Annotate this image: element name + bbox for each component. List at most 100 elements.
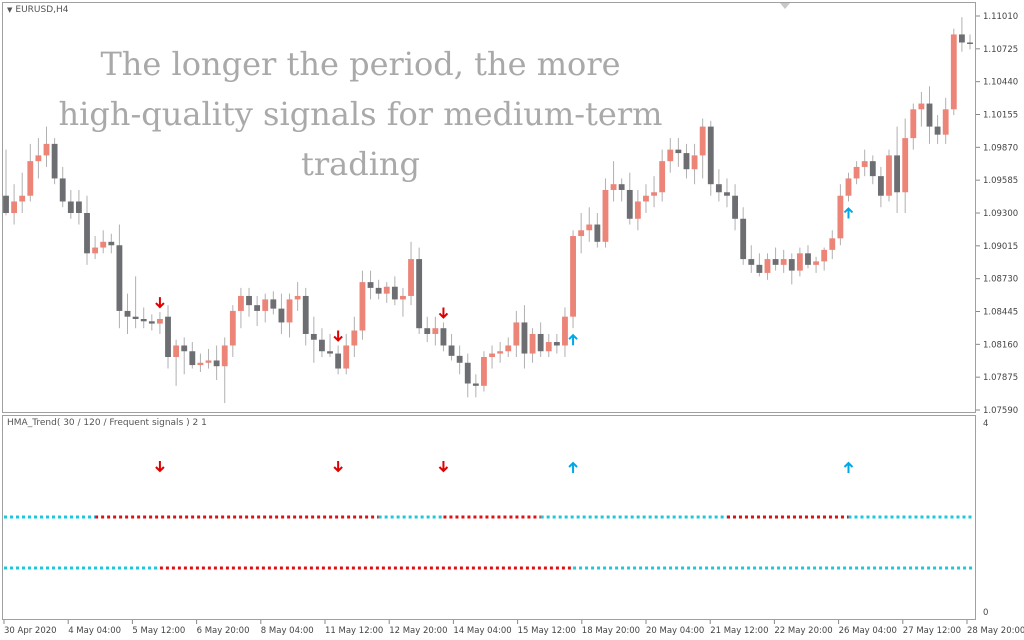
- candle-body: [197, 362, 204, 366]
- candle-body: [51, 143, 58, 179]
- candle-body: [707, 126, 714, 185]
- time-label: 4 May 04:00: [68, 626, 121, 636]
- time-label: 30 Apr 2020: [4, 626, 57, 636]
- candle-body: [643, 195, 649, 202]
- candle-body: [740, 218, 747, 260]
- candle-body: [238, 295, 244, 311]
- candle-body: [764, 259, 771, 273]
- candle-body: [562, 316, 568, 346]
- chart-shift-marker-icon[interactable]: [780, 3, 790, 9]
- candle-body: [918, 103, 925, 110]
- price-label: 1.09585: [983, 176, 1018, 186]
- candle-body: [456, 355, 463, 363]
- price-label: 1.08160: [983, 340, 1018, 350]
- candle-body: [472, 383, 479, 386]
- symbol-label: EURUSD,H4: [15, 5, 69, 15]
- candle-body: [910, 109, 917, 139]
- symbol-title[interactable]: ▼ EURUSD,H4: [7, 5, 69, 15]
- candle-body: [35, 155, 42, 162]
- buy-arrow-icon: [568, 333, 578, 346]
- time-label: 8 May 04:00: [261, 626, 314, 636]
- candle-body: [229, 310, 236, 346]
- candle-body: [772, 259, 779, 265]
- candle-body: [958, 34, 965, 43]
- candle-body: [335, 353, 342, 369]
- candle-body: [19, 195, 26, 202]
- indicator-buy-arrow-icon: [568, 461, 578, 473]
- candle-body: [788, 259, 795, 271]
- candle-body: [545, 342, 552, 352]
- price-label: 1.07590: [983, 406, 1018, 416]
- candle-body: [950, 34, 957, 110]
- candle-body: [659, 161, 666, 193]
- time-label: 6 May 20:00: [197, 626, 250, 636]
- candle-body: [553, 342, 560, 346]
- candle-body: [869, 161, 876, 177]
- candle-body: [391, 286, 398, 300]
- price-label: 1.09015: [983, 242, 1018, 252]
- price-label: 1.08445: [983, 308, 1018, 318]
- candle-body: [448, 345, 455, 356]
- candle-body: [108, 241, 115, 246]
- overlay-line-3: trading: [300, 145, 421, 183]
- dropdown-triangle-icon[interactable]: ▼: [7, 6, 13, 14]
- candle-body: [861, 161, 868, 167]
- candle-body: [3, 195, 9, 213]
- candle-body: [383, 286, 390, 294]
- price-chart-pane[interactable]: ▼ EURUSD,H4 The longer the period, the mo…: [2, 2, 976, 413]
- candle-body: [43, 143, 50, 156]
- time-label: 26 May 04:00: [839, 626, 897, 636]
- candle-body: [367, 282, 374, 288]
- candle-body: [594, 224, 601, 242]
- candle-body: [132, 316, 139, 319]
- time-label: 28 May 20:00: [967, 626, 1024, 636]
- candle-body: [140, 318, 147, 322]
- candle-body: [724, 192, 730, 196]
- candle-body: [67, 201, 74, 213]
- candle-body: [942, 109, 949, 135]
- candle-body: [756, 264, 763, 273]
- candle-body: [11, 201, 18, 213]
- candle-body: [489, 353, 495, 358]
- candle-body: [270, 299, 277, 309]
- indicator-title: HMA_Trend( 30 / 120 / Frequent signals )…: [7, 418, 207, 428]
- candle-body: [715, 184, 722, 193]
- candle-body: [699, 126, 706, 156]
- candle-body: [27, 161, 34, 196]
- candle-body: [424, 328, 431, 334]
- candle-body: [877, 176, 884, 196]
- candle-body: [124, 310, 131, 317]
- candle-body: [570, 236, 576, 317]
- price-label: 1.11010: [983, 12, 1018, 22]
- candle-body: [780, 259, 787, 265]
- candle-body: [578, 230, 585, 237]
- candle-body: [416, 259, 423, 329]
- candle-body: [537, 333, 544, 352]
- candle-body: [651, 192, 657, 196]
- candle-body: [254, 305, 261, 311]
- indicator-sell-arrow-icon: [155, 461, 165, 473]
- candle-body: [497, 351, 504, 354]
- indicator-scale-bottom: 0: [983, 608, 988, 618]
- candle-body: [156, 318, 163, 324]
- candle-body: [302, 295, 309, 334]
- candle-body: [165, 316, 171, 358]
- candle-body: [934, 126, 941, 135]
- time-label: 22 May 20:00: [774, 626, 832, 636]
- candle-body: [440, 328, 447, 346]
- candle-body: [886, 155, 892, 196]
- sell-arrow-icon: [438, 307, 449, 319]
- candle-body: [375, 287, 382, 294]
- candle-body: [181, 345, 188, 352]
- indicator-sell-arrow-icon: [333, 461, 343, 473]
- candle-body: [359, 282, 366, 331]
- candle-body: [59, 178, 66, 202]
- price-label: 1.09300: [983, 209, 1018, 219]
- candle-body: [278, 308, 285, 323]
- candle-body: [805, 253, 811, 265]
- candle-body: [667, 149, 674, 162]
- candle-body: [221, 345, 228, 367]
- price-label: 1.10155: [983, 111, 1018, 121]
- candle-body: [626, 189, 633, 219]
